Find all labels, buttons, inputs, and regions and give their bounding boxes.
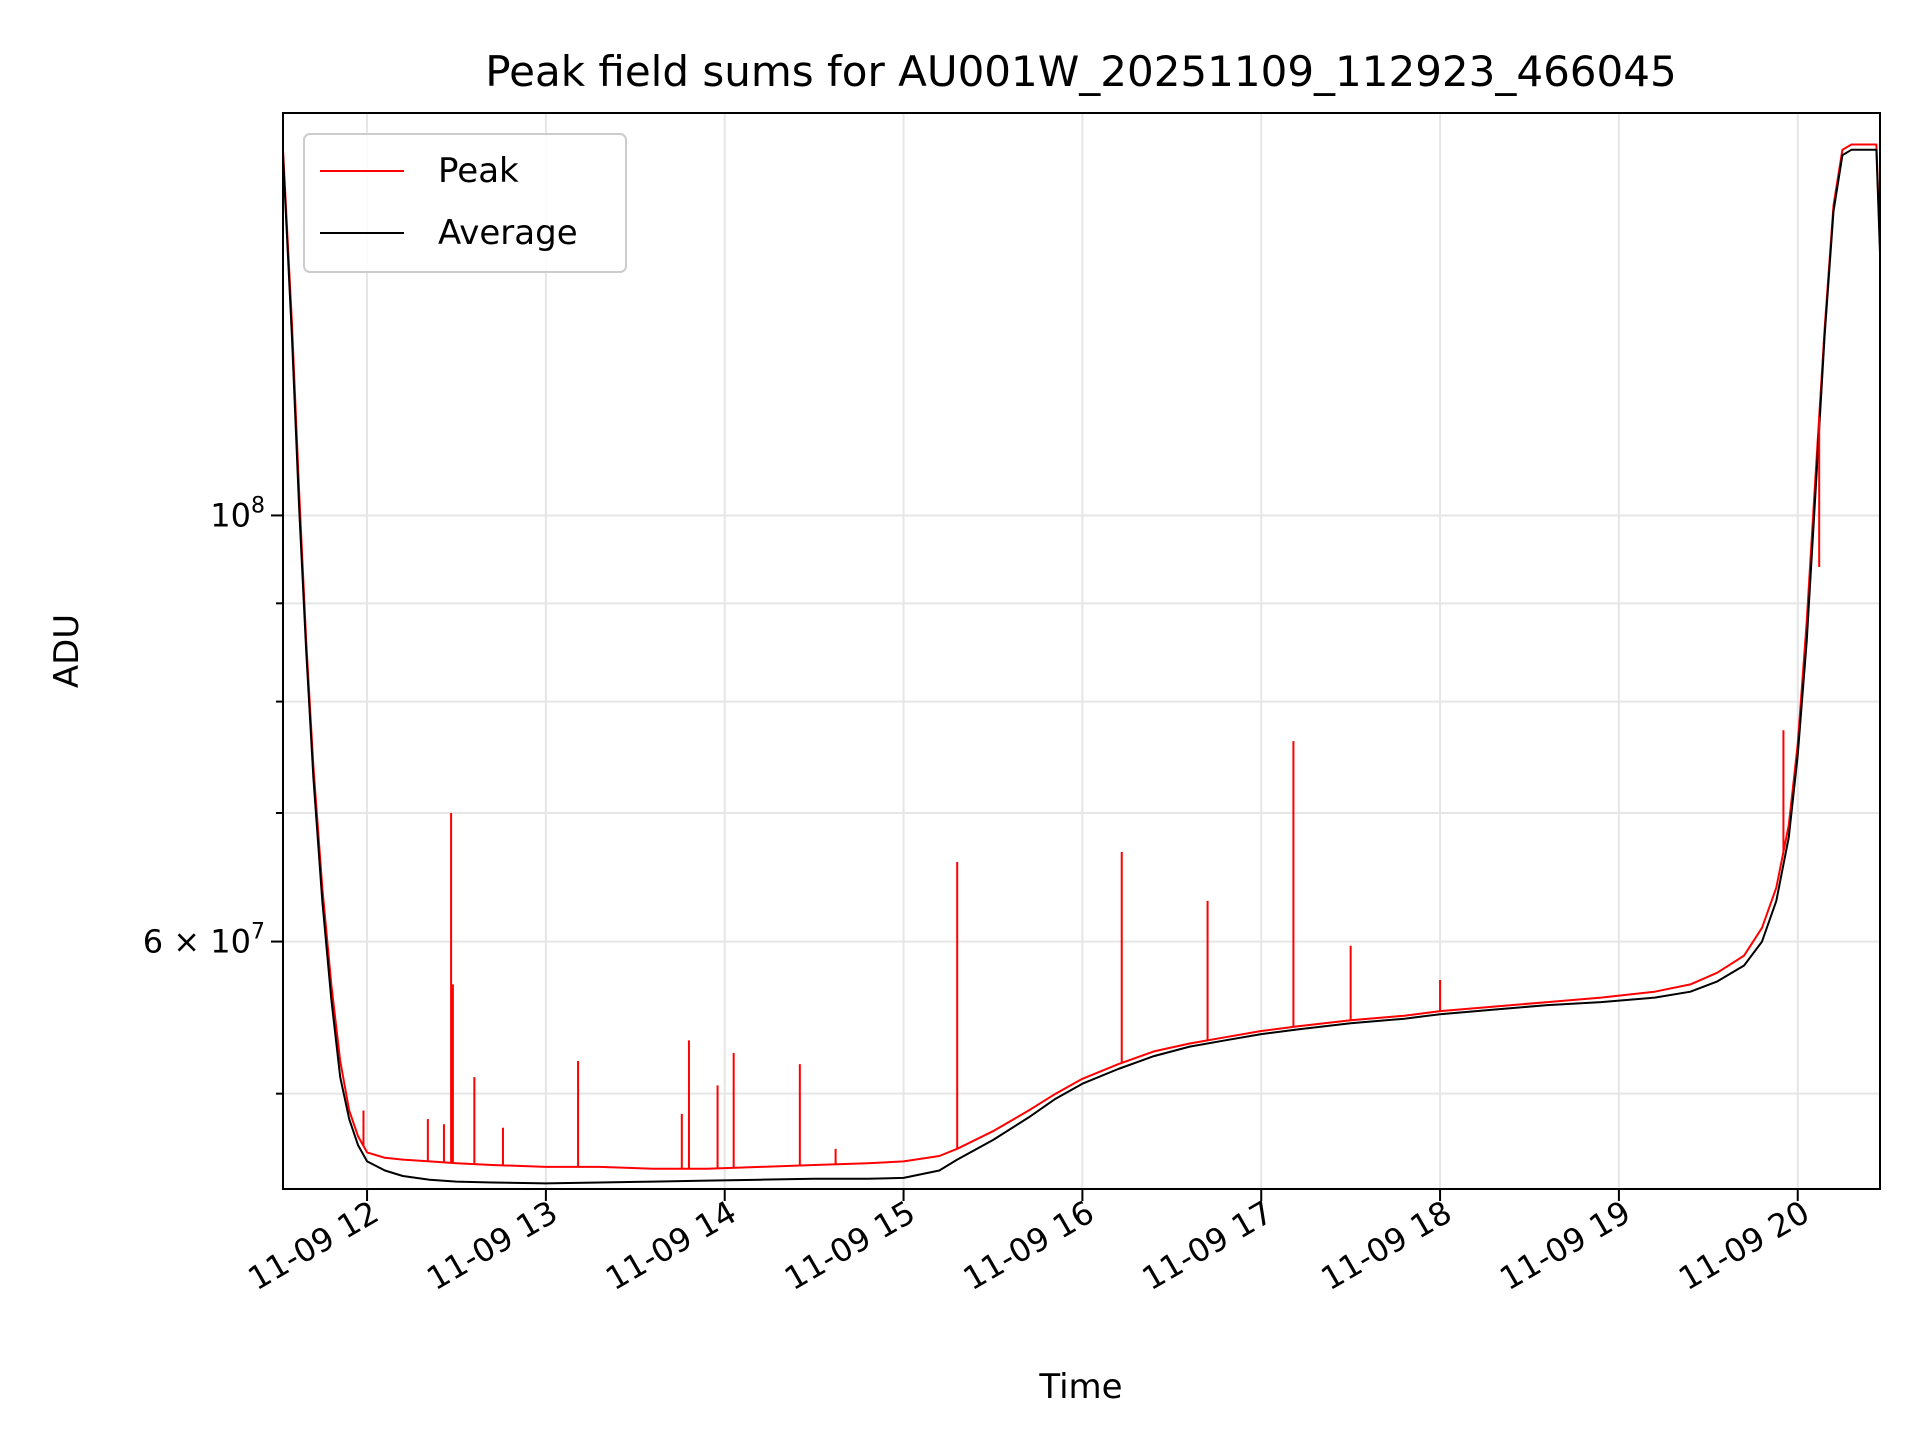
y-tick-label: 108 [210, 493, 265, 534]
grid [283, 113, 1880, 1189]
legend-label-peak: Peak [438, 151, 519, 191]
y-axis-title: ADU [47, 614, 87, 688]
series-layer [282, 143, 1881, 1185]
series-line-peak [282, 143, 1881, 1170]
series-line-average [282, 148, 1881, 1185]
legend-label-average: Average [438, 213, 578, 253]
legend: Peak Average [303, 133, 627, 273]
chart-title: Peak field sums for AU001W_20251109_1129… [485, 47, 1676, 96]
y-axis: 108 6 × 107 [143, 493, 283, 1095]
legend-box [303, 133, 627, 273]
y-tick-label: 6 × 107 [143, 920, 265, 961]
x-axis-title: Time [1038, 1367, 1122, 1407]
